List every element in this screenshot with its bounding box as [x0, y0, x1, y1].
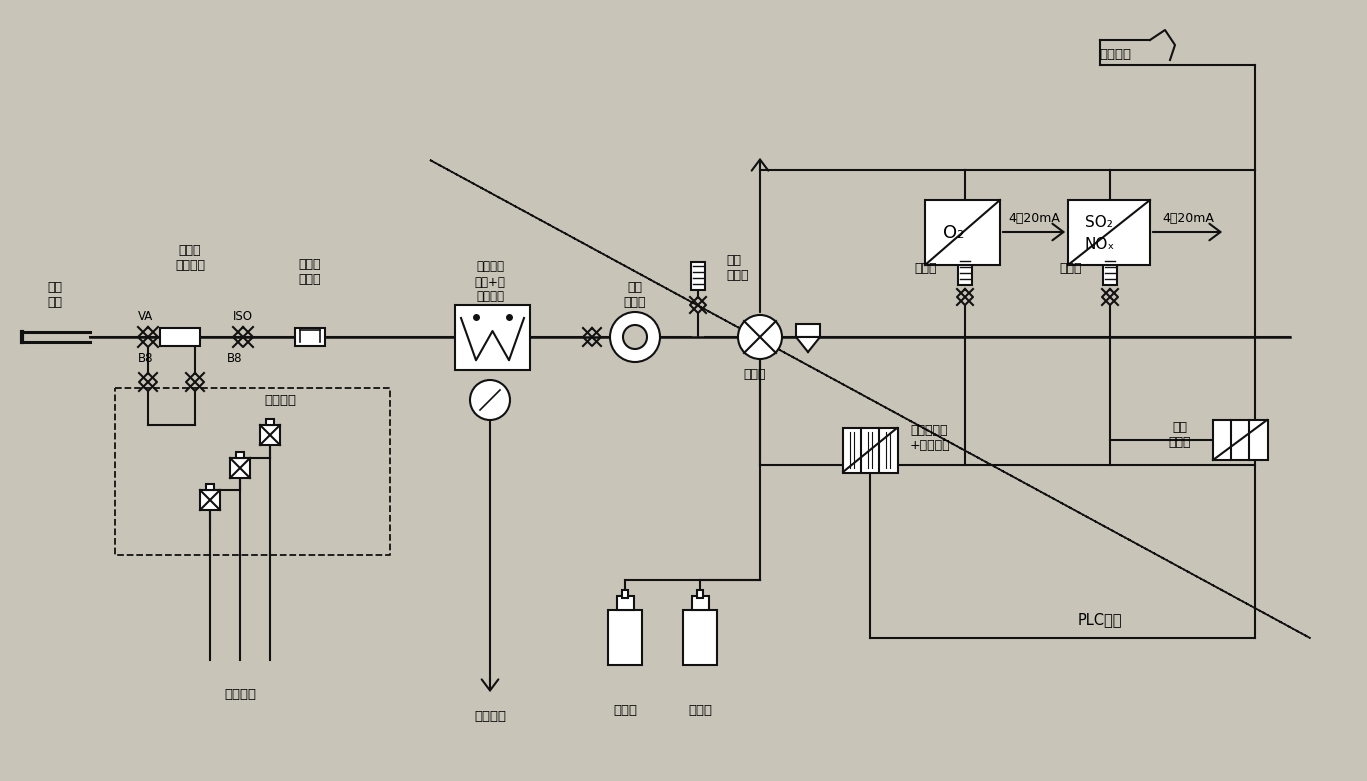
Text: ISO: ISO [232, 311, 253, 323]
Bar [1103, 257, 1117, 285]
Text: 自动反吹: 自动反吹 [264, 394, 297, 406]
Bar [697, 590, 703, 598]
Bar [684, 610, 718, 665]
Bar [608, 610, 642, 665]
Text: NOₓ: NOₓ [1084, 237, 1114, 251]
Bar [1068, 200, 1150, 265]
Text: 精细过滤器
+湿度报警: 精细过滤器 +湿度报警 [910, 424, 950, 452]
Bar [622, 590, 627, 598]
Text: 流量计: 流量计 [1059, 262, 1083, 274]
Text: 反吹气源: 反吹气源 [224, 689, 256, 701]
Polygon shape [796, 337, 820, 352]
Bar [200, 490, 220, 510]
Bar [260, 425, 280, 445]
Text: 量程气: 量程气 [688, 704, 712, 716]
Text: 流量计: 流量计 [915, 262, 936, 274]
Text: 流量
报警器: 流量 报警器 [1169, 421, 1191, 449]
Bar [1213, 420, 1269, 460]
Bar [267, 419, 273, 425]
Text: 零点气: 零点气 [612, 704, 637, 716]
Bar [843, 428, 898, 473]
Text: 五通阀: 五通阀 [744, 369, 767, 381]
Circle shape [738, 315, 782, 359]
Text: B8: B8 [227, 351, 243, 365]
Text: SO₂: SO₂ [1085, 216, 1113, 230]
Text: 4～20mA: 4～20mA [1162, 212, 1214, 224]
Text: VA: VA [138, 311, 153, 323]
Text: 4～20mA: 4～20mA [1007, 212, 1059, 224]
Text: 凝液排放: 凝液排放 [474, 711, 506, 723]
Bar [206, 484, 215, 490]
Bar [692, 596, 709, 610]
Bar [230, 458, 250, 478]
Text: 电加热
采样探头: 电加热 采样探头 [175, 244, 205, 272]
Text: 压缩机冷
却器+排
液蠕动泵: 压缩机冷 却器+排 液蠕动泵 [474, 261, 506, 304]
Bar [617, 596, 634, 610]
Text: 隔膜
抽气泵: 隔膜 抽气泵 [623, 281, 647, 309]
Bar [925, 200, 1001, 265]
Text: 采样
探管: 采样 探管 [48, 281, 63, 309]
Circle shape [623, 325, 647, 349]
Bar [958, 257, 972, 285]
Text: 旁通
流量计: 旁通 流量计 [726, 254, 749, 282]
Text: O₂: O₂ [943, 223, 964, 241]
Bar [295, 328, 325, 346]
Bar [455, 305, 530, 370]
Bar [160, 328, 200, 346]
Text: PLC控制: PLC控制 [1077, 612, 1122, 627]
Circle shape [610, 312, 660, 362]
Text: 电加热
样品管: 电加热 样品管 [299, 258, 321, 286]
Text: B8: B8 [138, 351, 153, 365]
Bar [690, 262, 705, 290]
Text: 高空排放: 高空排放 [1099, 48, 1131, 62]
Bar [796, 324, 820, 337]
Bar [236, 452, 243, 458]
Circle shape [470, 380, 510, 420]
